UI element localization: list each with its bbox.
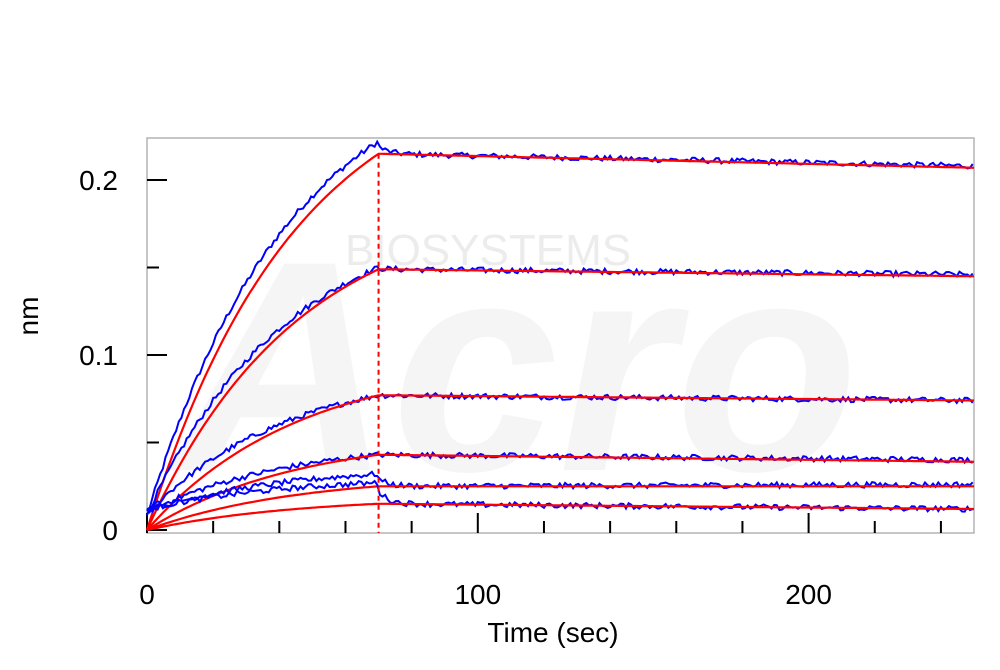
x-tick-label: 100: [454, 579, 501, 610]
y-tick-label: 0.2: [79, 165, 118, 196]
watermark: Acro BIOSYSTEMS: [166, 198, 859, 534]
y-axis: 0 0.1 0.2: [79, 165, 167, 546]
y-tick-label: 0.1: [79, 340, 118, 371]
x-axis: 0 100 200: [139, 513, 942, 610]
y-tick-label: 0: [102, 515, 118, 546]
y-axis-label: nm: [13, 297, 44, 336]
fit-series-5: [146, 485, 974, 532]
measured-series-3: [146, 391, 974, 512]
fit-series-2: [146, 268, 975, 531]
fit-series-4: [146, 453, 975, 531]
watermark-logo: Acro: [166, 198, 859, 534]
plot-area: [146, 137, 975, 534]
x-axis-label: Time (sec): [487, 617, 618, 648]
x-tick-label: 0: [139, 579, 155, 610]
fit-series-3: [146, 394, 974, 531]
fit-series-1: [145, 152, 975, 531]
x-tick-label: 200: [785, 579, 832, 610]
series-layer: [145, 139, 975, 533]
fit-series-6: [146, 502, 974, 532]
watermark-text: BIOSYSTEMS: [345, 226, 631, 275]
